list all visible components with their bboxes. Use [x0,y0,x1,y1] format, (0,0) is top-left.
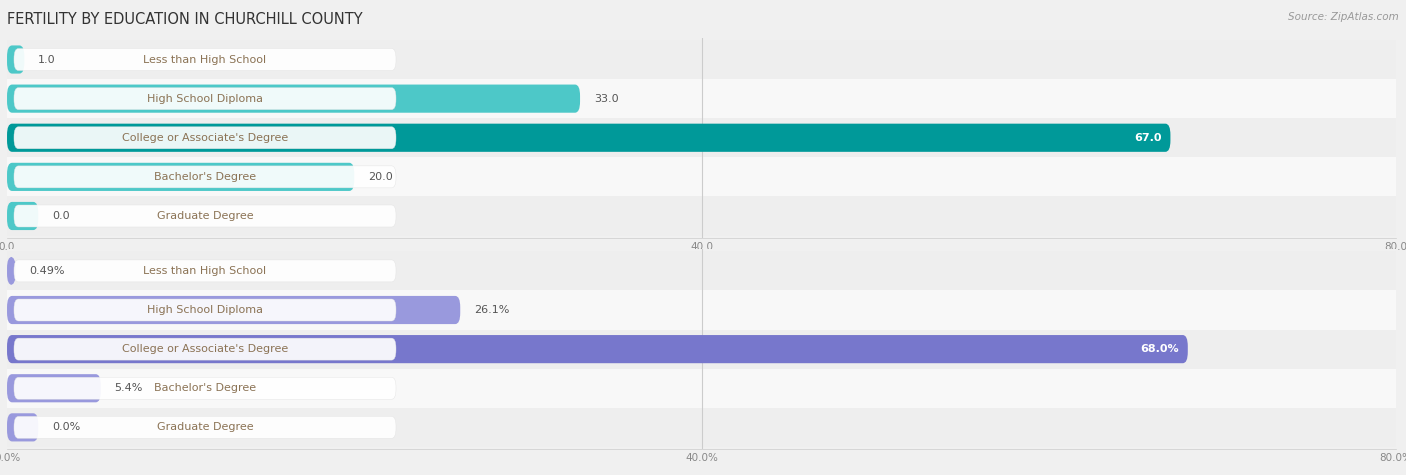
Text: 67.0: 67.0 [1135,133,1161,143]
Text: FERTILITY BY EDUCATION IN CHURCHILL COUNTY: FERTILITY BY EDUCATION IN CHURCHILL COUN… [7,12,363,27]
FancyBboxPatch shape [14,48,396,70]
FancyBboxPatch shape [7,85,581,113]
Text: College or Associate's Degree: College or Associate's Degree [122,344,288,354]
FancyBboxPatch shape [7,124,1170,152]
Text: 33.0: 33.0 [593,94,619,104]
Text: High School Diploma: High School Diploma [148,94,263,104]
FancyBboxPatch shape [14,127,396,149]
FancyBboxPatch shape [7,202,38,230]
Text: Source: ZipAtlas.com: Source: ZipAtlas.com [1288,12,1399,22]
FancyBboxPatch shape [14,205,396,227]
FancyBboxPatch shape [7,413,38,441]
FancyBboxPatch shape [14,260,396,282]
Bar [7,157,1396,197]
Text: 0.0%: 0.0% [52,422,80,432]
Text: 20.0: 20.0 [368,172,392,182]
FancyBboxPatch shape [14,338,396,360]
FancyBboxPatch shape [14,166,396,188]
Bar [7,118,1396,157]
Text: Graduate Degree: Graduate Degree [156,211,253,221]
FancyBboxPatch shape [7,335,1188,363]
FancyBboxPatch shape [7,374,101,402]
Text: 26.1%: 26.1% [474,305,509,315]
FancyBboxPatch shape [7,257,15,285]
Text: 5.4%: 5.4% [115,383,143,393]
Bar [7,197,1396,236]
Bar [7,408,1396,447]
Text: 0.49%: 0.49% [30,266,65,276]
Text: High School Diploma: High School Diploma [148,305,263,315]
Bar [7,330,1396,369]
Text: 68.0%: 68.0% [1140,344,1180,354]
FancyBboxPatch shape [7,46,24,74]
FancyBboxPatch shape [14,88,396,110]
Text: Less than High School: Less than High School [143,266,267,276]
Bar [7,251,1396,290]
FancyBboxPatch shape [14,299,396,321]
Text: 0.0: 0.0 [52,211,70,221]
Text: Graduate Degree: Graduate Degree [156,422,253,432]
Text: Bachelor's Degree: Bachelor's Degree [153,172,256,182]
Bar [7,369,1396,408]
Text: Less than High School: Less than High School [143,55,267,65]
Text: 1.0: 1.0 [38,55,56,65]
Text: College or Associate's Degree: College or Associate's Degree [122,133,288,143]
Bar [7,79,1396,118]
Bar [7,40,1396,79]
FancyBboxPatch shape [7,163,354,191]
FancyBboxPatch shape [7,296,460,324]
Text: Bachelor's Degree: Bachelor's Degree [153,383,256,393]
Bar [7,290,1396,330]
FancyBboxPatch shape [14,417,396,438]
FancyBboxPatch shape [14,377,396,399]
